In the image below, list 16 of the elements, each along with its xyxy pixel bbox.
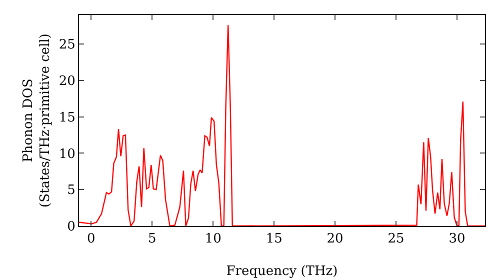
x-tick-label: 15 bbox=[266, 232, 282, 247]
y-tick-label: 15 bbox=[58, 110, 76, 126]
y-tick-label: 25 bbox=[58, 38, 76, 53]
x-axis-title: Frequency (THz) bbox=[226, 264, 338, 279]
x-tick-label: 30 bbox=[448, 232, 466, 247]
y-tick-label: 20 bbox=[58, 74, 76, 90]
y-tick-label: 10 bbox=[58, 146, 76, 162]
y-tick-label: 0 bbox=[67, 220, 76, 235]
x-tick-label: 25 bbox=[388, 232, 404, 247]
y-axis-title: Phonon DOS (States/THz·primitive cell) bbox=[20, 33, 53, 208]
x-tick-label: 5 bbox=[148, 232, 156, 247]
y-tick-label: 5 bbox=[67, 183, 76, 198]
x-tick-label: 0 bbox=[87, 232, 96, 247]
line-series bbox=[79, 24, 485, 226]
x-tick-label: 20 bbox=[326, 232, 344, 247]
x-tick-label: 10 bbox=[204, 232, 222, 247]
